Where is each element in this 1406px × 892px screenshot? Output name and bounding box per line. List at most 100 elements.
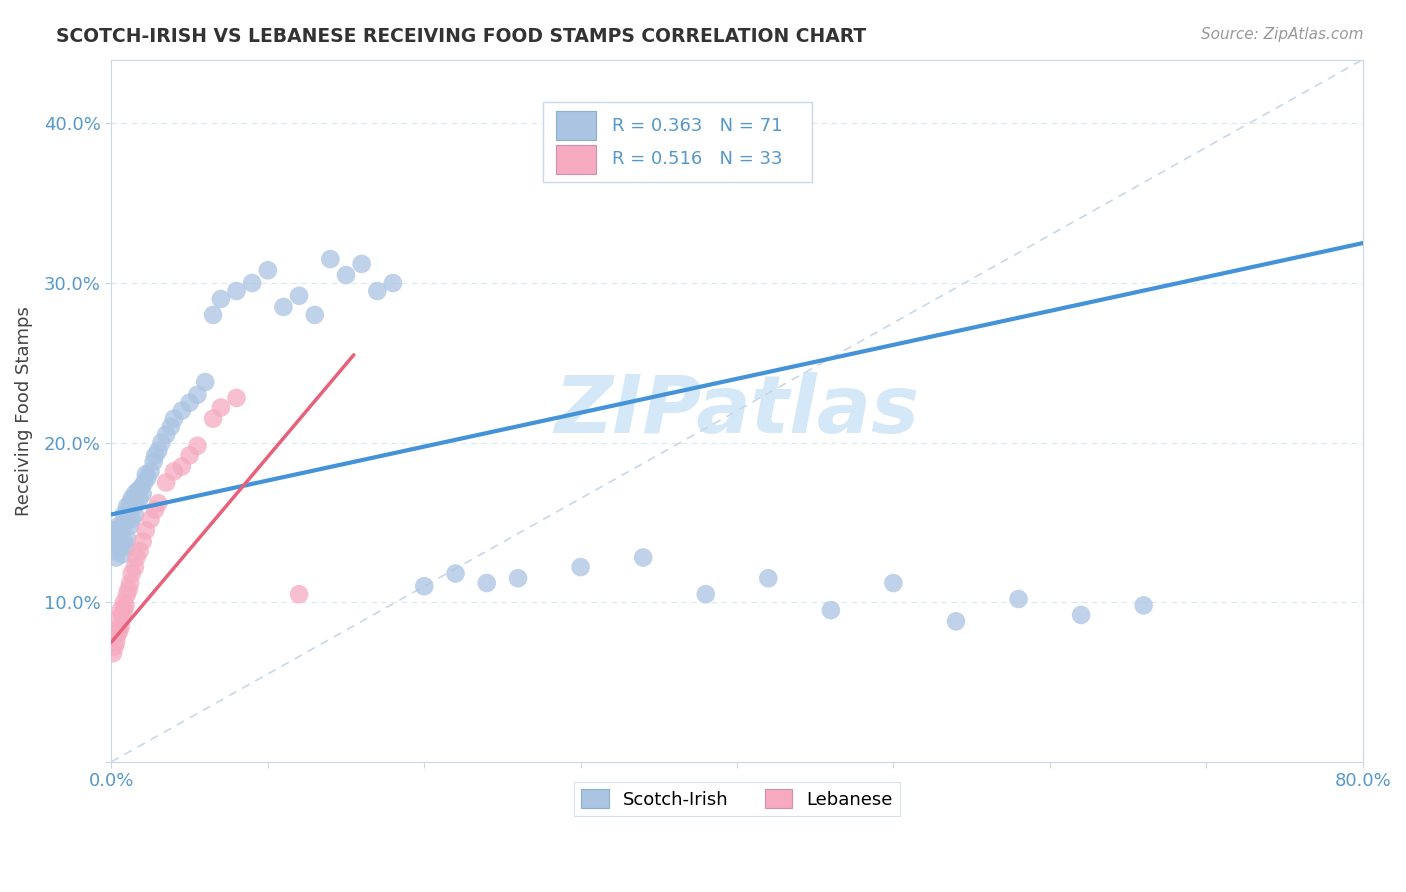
Point (139, 512, 162, 526)
Point (134, 475, 156, 490)
Point (148, 443, 170, 458)
Point (108, 624, 131, 638)
Point (111, 518, 134, 533)
Point (135, 467, 157, 482)
Point (111, 607, 134, 622)
Point (155, 427, 177, 442)
Point (366, 284, 388, 298)
Point (125, 496, 148, 510)
Point (129, 480, 152, 494)
Point (135, 524, 157, 538)
Point (444, 566, 467, 581)
Point (121, 512, 143, 526)
Point (142, 455, 165, 469)
Point (114, 539, 136, 553)
Point (103, 544, 125, 558)
Point (148, 496, 170, 510)
Point (120, 576, 142, 591)
Point (155, 475, 177, 490)
Point (110, 539, 132, 553)
Point (304, 308, 326, 322)
Point (127, 483, 149, 498)
Point (945, 615, 967, 629)
Point (225, 284, 247, 298)
Y-axis label: Receiving Food Stamps: Receiving Food Stamps (15, 306, 32, 516)
Point (319, 252, 342, 266)
Point (112, 595, 135, 609)
Point (115, 500, 138, 514)
Text: R = 0.516   N = 33: R = 0.516 N = 33 (612, 151, 782, 169)
Point (112, 603, 135, 617)
Bar (555, 145, 596, 174)
Point (179, 395, 201, 409)
Point (240, 276, 263, 290)
Point (115, 532, 138, 546)
Point (124, 486, 146, 500)
Point (209, 292, 232, 306)
Point (125, 550, 148, 565)
Text: ZIPatlas: ZIPatlas (554, 372, 920, 450)
Point (117, 582, 139, 597)
Point (163, 464, 186, 478)
Point (120, 518, 142, 533)
Point (186, 439, 208, 453)
Point (108, 611, 131, 625)
Point (112, 534, 135, 549)
Point (111, 547, 134, 561)
Point (122, 500, 145, 514)
FancyBboxPatch shape (543, 102, 813, 183)
Point (110, 619, 132, 633)
Point (121, 491, 143, 506)
Point (194, 375, 217, 389)
Point (128, 544, 150, 558)
Point (186, 388, 208, 402)
Point (381, 276, 404, 290)
Point (143, 449, 166, 463)
Point (114, 599, 136, 613)
Point (506, 571, 529, 585)
Point (108, 518, 131, 533)
Point (131, 486, 153, 500)
Point (350, 257, 373, 271)
Point (569, 560, 592, 574)
Point (128, 491, 150, 506)
Point (1007, 592, 1029, 607)
Point (117, 502, 139, 516)
Point (107, 627, 129, 641)
Point (124, 560, 146, 574)
Point (413, 579, 436, 593)
Point (288, 289, 311, 303)
Legend: Scotch-Irish, Lebanese: Scotch-Irish, Lebanese (574, 782, 900, 816)
Text: Source: ZipAtlas.com: Source: ZipAtlas.com (1201, 27, 1364, 42)
Point (756, 571, 779, 585)
Point (209, 401, 232, 415)
Point (101, 524, 124, 538)
Point (475, 576, 498, 591)
Point (136, 471, 159, 485)
Point (143, 502, 166, 516)
Point (150, 435, 173, 450)
Point (121, 566, 143, 581)
Point (335, 268, 357, 282)
Point (820, 603, 842, 617)
Point (160, 419, 183, 434)
Point (114, 516, 136, 530)
Point (1070, 607, 1092, 622)
Point (1132, 599, 1154, 613)
Point (695, 587, 717, 601)
Point (120, 496, 142, 510)
Text: SCOTCH-IRISH VS LEBANESE RECEIVING FOOD STAMPS CORRELATION CHART: SCOTCH-IRISH VS LEBANESE RECEIVING FOOD … (56, 27, 866, 45)
Point (101, 646, 124, 660)
Point (202, 308, 225, 322)
Point (131, 534, 153, 549)
Bar (555, 111, 596, 140)
Point (112, 508, 135, 522)
Point (225, 391, 247, 405)
Point (139, 464, 162, 478)
Point (105, 550, 128, 565)
Point (631, 550, 654, 565)
Point (170, 403, 193, 417)
Point (124, 508, 146, 522)
Point (115, 587, 138, 601)
Text: R = 0.363   N = 71: R = 0.363 N = 71 (612, 118, 782, 136)
